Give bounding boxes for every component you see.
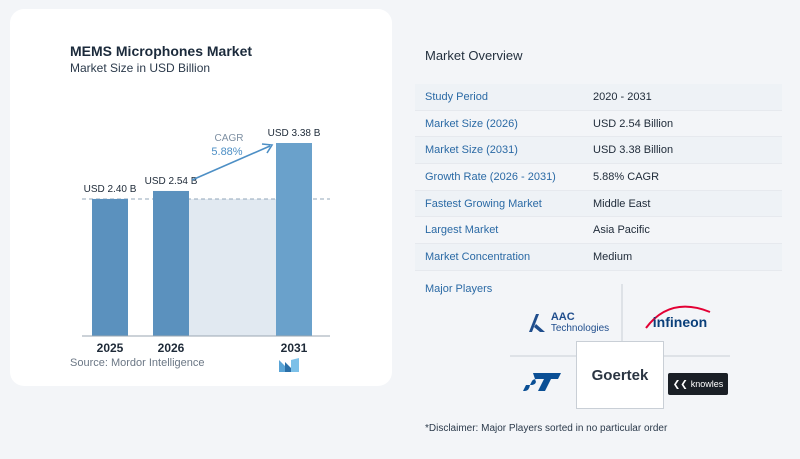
overview-row-value: USD 3.38 Billion [593,144,674,157]
bar-2026 [153,190,189,336]
cagr-arrow-line [191,145,271,181]
player-goertek: Goertek [576,341,664,409]
x-tick-label: 2031 [281,341,308,355]
disclaimer: *Disclaimer: Major Players sorted in no … [425,423,668,434]
overview-row: Largest Market Asia Pacific [415,217,782,245]
bar-2031 [276,143,312,336]
overview-row: Study Period 2020 - 2031 [415,84,782,111]
major-players-title: Major Players [425,283,493,295]
player-infineon: infineon [640,302,720,342]
data-label: USD 3.38 B [268,128,321,139]
overview-row-value: Medium [593,250,633,263]
bar-2025 [92,198,128,336]
x-tick-label: 2025 [97,341,124,355]
chart-subtitle: Market Size in USD Billion [70,61,211,75]
overview-row: Market Size (2026) USD 2.54 Billion [415,111,782,138]
overview-row-label: Market Size (2026) [425,117,518,130]
goertek-label: Goertek [591,366,649,384]
mordor-logo-icon [279,358,299,372]
market-overview-title: Market Overview [425,48,523,63]
aac-line2: Technologies [550,323,610,334]
overview-row-label: Market Size (2031) [425,144,518,157]
player-aac-technologies: AAC Technologies [522,306,614,340]
knowles-label: knowles [690,379,724,389]
overview-row-value: USD 2.54 Billion [593,117,674,130]
overview-row-label: Largest Market [425,224,499,237]
player-st [522,370,564,394]
chart-title: MEMS Microphones Market [70,43,253,59]
aac-logo-icon [528,314,545,332]
cagr-shaded-region [189,198,276,336]
overview-row: Growth Rate (2026 - 2031) 5.88% CAGR [415,164,782,191]
cagr-arrow-head-icon [261,143,274,154]
infineon-label: infineon [652,314,708,330]
player-knowles: ❮❮ knowles [668,373,728,395]
infineon-logo-icon [645,305,711,329]
bar-chart: USD 2.40 B 2025 USD 2.54 B 2026 USD 3.38 B 20… [82,128,330,355]
overview-row-label: Market Concentration [425,250,531,263]
knowles-chevron-icon: ❮❮ [672,378,688,389]
source-text: Source: Mordor Intelligence [70,357,205,369]
overview-row-label: Fastest Growing Market [425,197,542,210]
x-tick-label: 2026 [158,341,185,355]
data-label: USD 2.54 B [145,176,198,187]
overview-row-value: Asia Pacific [593,224,650,237]
cagr-arrow [191,143,274,181]
market-overview-table: Study Period 2020 - 2031 Market Size (2026… [415,84,782,271]
cagr-label: CAGR [215,133,244,144]
overview-row-value: 2020 - 2031 [593,90,652,103]
cagr-value: 5.88% [211,146,242,158]
overview-row-label: Growth Rate (2026 - 2031) [425,170,556,183]
overview-row-label: Study Period [425,90,488,103]
overview-row-value: Middle East [593,197,651,210]
overview-row: Market Concentration Medium [415,244,782,271]
data-label: USD 2.40 B [84,184,137,195]
overview-row: Fastest Growing Market Middle East [415,190,782,218]
st-logo-icon [523,373,561,391]
aac-line1: AAC [550,311,575,323]
overview-row: Market Size (2031) USD 3.38 Billion [415,137,782,165]
overview-row-value: 5.88% CAGR [593,170,660,183]
